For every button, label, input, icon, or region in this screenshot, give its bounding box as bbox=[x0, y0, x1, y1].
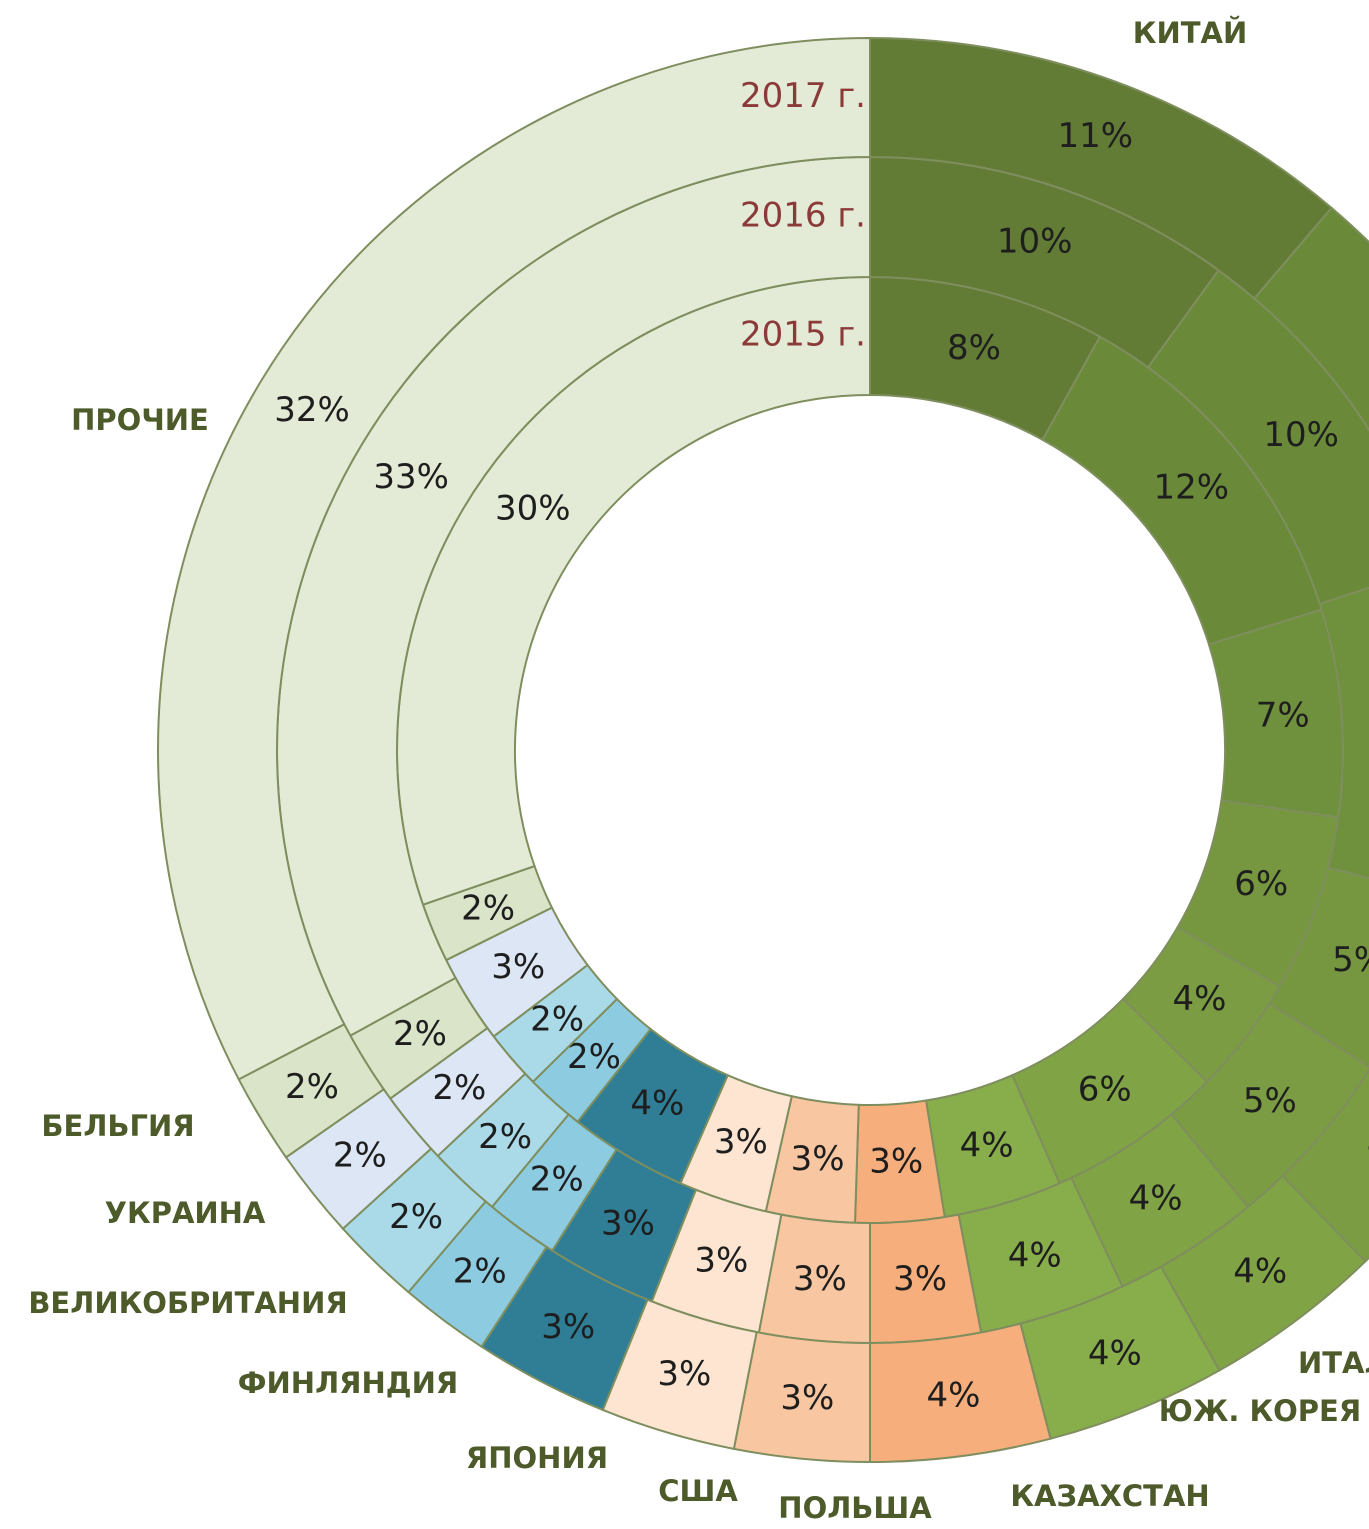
data-label: 4% bbox=[960, 1126, 1014, 1166]
data-label: 5% bbox=[1366, 1119, 1369, 1159]
category-label: ИТАЛИЯ bbox=[1298, 1346, 1369, 1380]
category-label: УКРАИНА bbox=[105, 1196, 266, 1230]
category-label: КАЗАХСТАН bbox=[1010, 1479, 1209, 1513]
ring-label: 2017 г. bbox=[740, 76, 866, 116]
ring-label: 2015 г. bbox=[740, 315, 866, 355]
category-label: ЯПОНИЯ bbox=[466, 1441, 608, 1475]
data-label: 4% bbox=[1008, 1235, 1062, 1275]
data-label: 2% bbox=[389, 1197, 443, 1237]
data-label: 3% bbox=[541, 1307, 595, 1347]
data-label: 2% bbox=[567, 1037, 621, 1077]
data-label: 32% bbox=[274, 390, 350, 430]
category-label: ВЕЛИКОБРИТАНИЯ bbox=[28, 1286, 347, 1320]
data-label: 3% bbox=[793, 1259, 847, 1299]
category-label: США bbox=[658, 1474, 738, 1508]
category-label: ФИНЛЯНДИЯ bbox=[238, 1366, 458, 1400]
data-label: 3% bbox=[791, 1139, 845, 1179]
data-label: 4% bbox=[630, 1084, 684, 1124]
category-label: ПРОЧИЕ bbox=[71, 403, 209, 437]
data-label: 11% bbox=[1058, 116, 1134, 156]
data-label: 4% bbox=[1088, 1333, 1142, 1373]
data-label: 3% bbox=[694, 1240, 748, 1280]
data-label: 10% bbox=[997, 222, 1073, 262]
data-label: 4% bbox=[1233, 1251, 1287, 1291]
data-label: 3% bbox=[714, 1122, 768, 1162]
data-label: 5% bbox=[1332, 940, 1369, 980]
donut-segment bbox=[1318, 586, 1369, 880]
data-label: 7% bbox=[1256, 696, 1310, 736]
data-label: 3% bbox=[657, 1354, 711, 1394]
data-label: 33% bbox=[373, 457, 449, 497]
data-label: 3% bbox=[491, 947, 545, 987]
data-label: 2% bbox=[478, 1117, 532, 1157]
category-label: БЕЛЬГИЯ bbox=[41, 1109, 194, 1143]
donut-segment bbox=[1252, 206, 1369, 432]
ring-label: 2016 г. bbox=[740, 196, 866, 236]
data-label: 2% bbox=[461, 888, 515, 928]
category-label: ПОЛЬША bbox=[778, 1491, 932, 1525]
data-label: 3% bbox=[893, 1259, 947, 1299]
data-label: 6% bbox=[1234, 864, 1288, 904]
data-label: 4% bbox=[926, 1376, 980, 1416]
data-label: 10% bbox=[1263, 415, 1339, 455]
category-label: КИТАЙ bbox=[1133, 16, 1247, 50]
data-label: 2% bbox=[333, 1135, 387, 1175]
data-label: 2% bbox=[453, 1251, 507, 1291]
data-label: 8% bbox=[947, 328, 1001, 368]
data-label: 2% bbox=[285, 1067, 339, 1107]
data-label: 2% bbox=[530, 1000, 584, 1040]
data-label: 3% bbox=[601, 1203, 655, 1243]
data-label: 4% bbox=[1172, 979, 1226, 1019]
data-label: 2% bbox=[432, 1068, 486, 1108]
data-label: 12% bbox=[1154, 467, 1230, 507]
data-label: 5% bbox=[1243, 1081, 1297, 1121]
data-label: 3% bbox=[780, 1378, 834, 1418]
data-label: 2% bbox=[393, 1014, 447, 1054]
category-label: ЮЖ. КОРЕЯ bbox=[1159, 1394, 1361, 1428]
data-label: 3% bbox=[869, 1142, 923, 1182]
data-label: 6% bbox=[1078, 1070, 1132, 1110]
data-label: 30% bbox=[495, 488, 571, 528]
donut-segment bbox=[157, 36, 871, 1081]
data-label: 2% bbox=[530, 1160, 584, 1200]
data-label: 4% bbox=[1129, 1179, 1183, 1219]
